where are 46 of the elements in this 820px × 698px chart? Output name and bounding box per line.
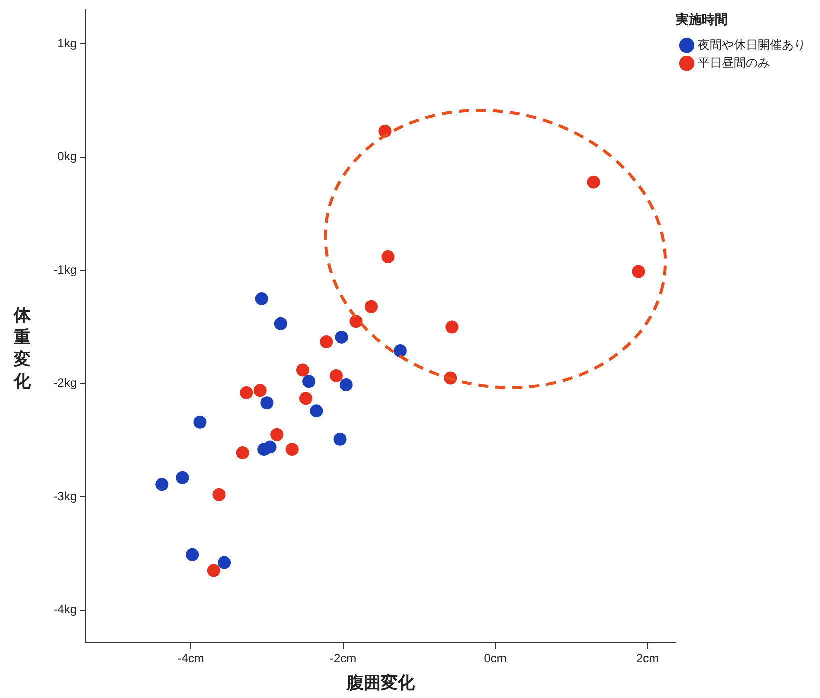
- point: [212, 488, 226, 502]
- x-tick-label: -2cm: [330, 652, 357, 666]
- legend-label: 平日昼間のみ: [698, 56, 770, 70]
- y-tick-label: 0kg: [58, 150, 77, 164]
- point: [632, 265, 646, 278]
- point: [264, 440, 277, 454]
- point: [587, 176, 600, 189]
- point: [274, 317, 288, 330]
- point: [394, 344, 407, 358]
- y-tick-label: -1kg: [54, 262, 77, 277]
- point: [236, 446, 250, 460]
- point: [207, 564, 220, 578]
- y-axis-title: 体重変化: [14, 305, 32, 393]
- point: [240, 386, 254, 400]
- point: [156, 478, 169, 492]
- legend-label: 夜間や休日開催あり: [698, 38, 806, 52]
- point: [340, 378, 353, 392]
- point: [254, 384, 267, 398]
- x-tick-label: -4cm: [178, 652, 204, 666]
- point: [270, 428, 284, 442]
- point: [335, 330, 348, 344]
- y-tick-label: 1kg: [58, 36, 77, 50]
- point: [194, 416, 207, 429]
- x-tick-label: 2cm: [636, 652, 660, 666]
- point: [176, 471, 190, 484]
- y-tick-label: -2kg: [54, 376, 77, 390]
- point: [382, 250, 395, 264]
- x-axis-title: 腹囲変化: [346, 673, 416, 692]
- point: [300, 392, 313, 406]
- point: [218, 556, 232, 570]
- point: [296, 364, 310, 377]
- point: [286, 443, 299, 456]
- point: [255, 292, 268, 306]
- point: [364, 300, 378, 314]
- point: [260, 396, 274, 410]
- point: [186, 548, 200, 562]
- point: [330, 369, 343, 382]
- point: [320, 335, 334, 348]
- legend-title: 実施時間: [675, 12, 728, 28]
- point: [446, 320, 459, 334]
- point: [310, 404, 324, 418]
- y-tick-label: -3kg: [54, 489, 77, 504]
- point: [334, 432, 347, 446]
- y-tick-label: -4kg: [54, 602, 77, 617]
- point: [302, 375, 316, 388]
- x-tick-label: 0cm: [484, 652, 507, 666]
